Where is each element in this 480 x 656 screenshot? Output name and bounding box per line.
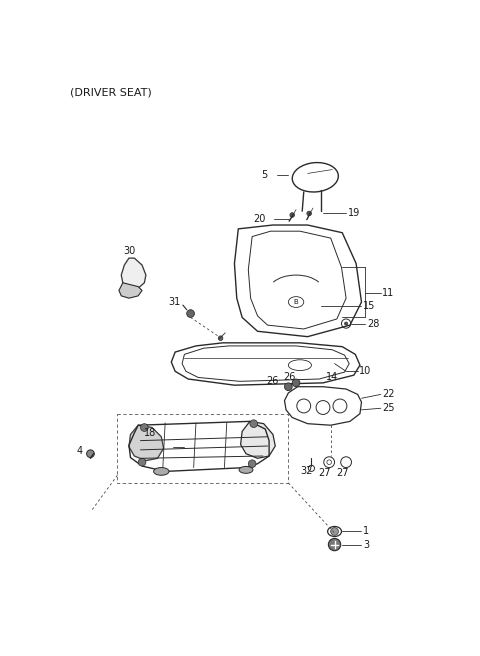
Text: 1: 1 <box>363 527 369 537</box>
Ellipse shape <box>154 468 169 475</box>
Circle shape <box>331 527 338 535</box>
Text: 25: 25 <box>382 403 395 413</box>
Circle shape <box>187 310 194 318</box>
Circle shape <box>218 336 223 340</box>
Text: 30: 30 <box>123 246 135 256</box>
Text: 11: 11 <box>382 288 395 298</box>
Text: 10: 10 <box>359 366 372 377</box>
Circle shape <box>328 539 341 551</box>
Text: 22: 22 <box>382 390 395 400</box>
Ellipse shape <box>239 466 253 474</box>
Text: 26: 26 <box>267 377 279 386</box>
Text: 32: 32 <box>300 466 312 476</box>
Polygon shape <box>129 425 164 461</box>
Polygon shape <box>119 283 142 298</box>
Text: 27: 27 <box>318 468 331 478</box>
Circle shape <box>138 459 146 466</box>
Circle shape <box>292 379 300 387</box>
Text: B: B <box>293 299 298 305</box>
Polygon shape <box>121 258 146 288</box>
Text: 3: 3 <box>363 540 369 550</box>
Circle shape <box>285 383 292 390</box>
Circle shape <box>248 460 256 468</box>
Circle shape <box>307 211 312 216</box>
Polygon shape <box>129 425 164 461</box>
Text: (DRIVER SEAT): (DRIVER SEAT) <box>71 88 152 98</box>
Text: 31: 31 <box>168 297 180 307</box>
Text: 28: 28 <box>367 319 379 329</box>
Circle shape <box>345 322 348 325</box>
Text: 19: 19 <box>348 209 360 218</box>
Text: 20: 20 <box>253 214 265 224</box>
Text: 26: 26 <box>283 373 295 382</box>
Text: 27: 27 <box>336 468 348 478</box>
Circle shape <box>290 213 295 217</box>
Text: 4: 4 <box>77 445 83 456</box>
Circle shape <box>250 420 258 428</box>
Text: 5: 5 <box>261 170 267 180</box>
Circle shape <box>86 450 94 458</box>
Text: 15: 15 <box>363 301 375 311</box>
Polygon shape <box>240 421 275 459</box>
Text: 14: 14 <box>326 373 338 382</box>
Text: 18: 18 <box>144 428 156 438</box>
Circle shape <box>141 424 148 432</box>
